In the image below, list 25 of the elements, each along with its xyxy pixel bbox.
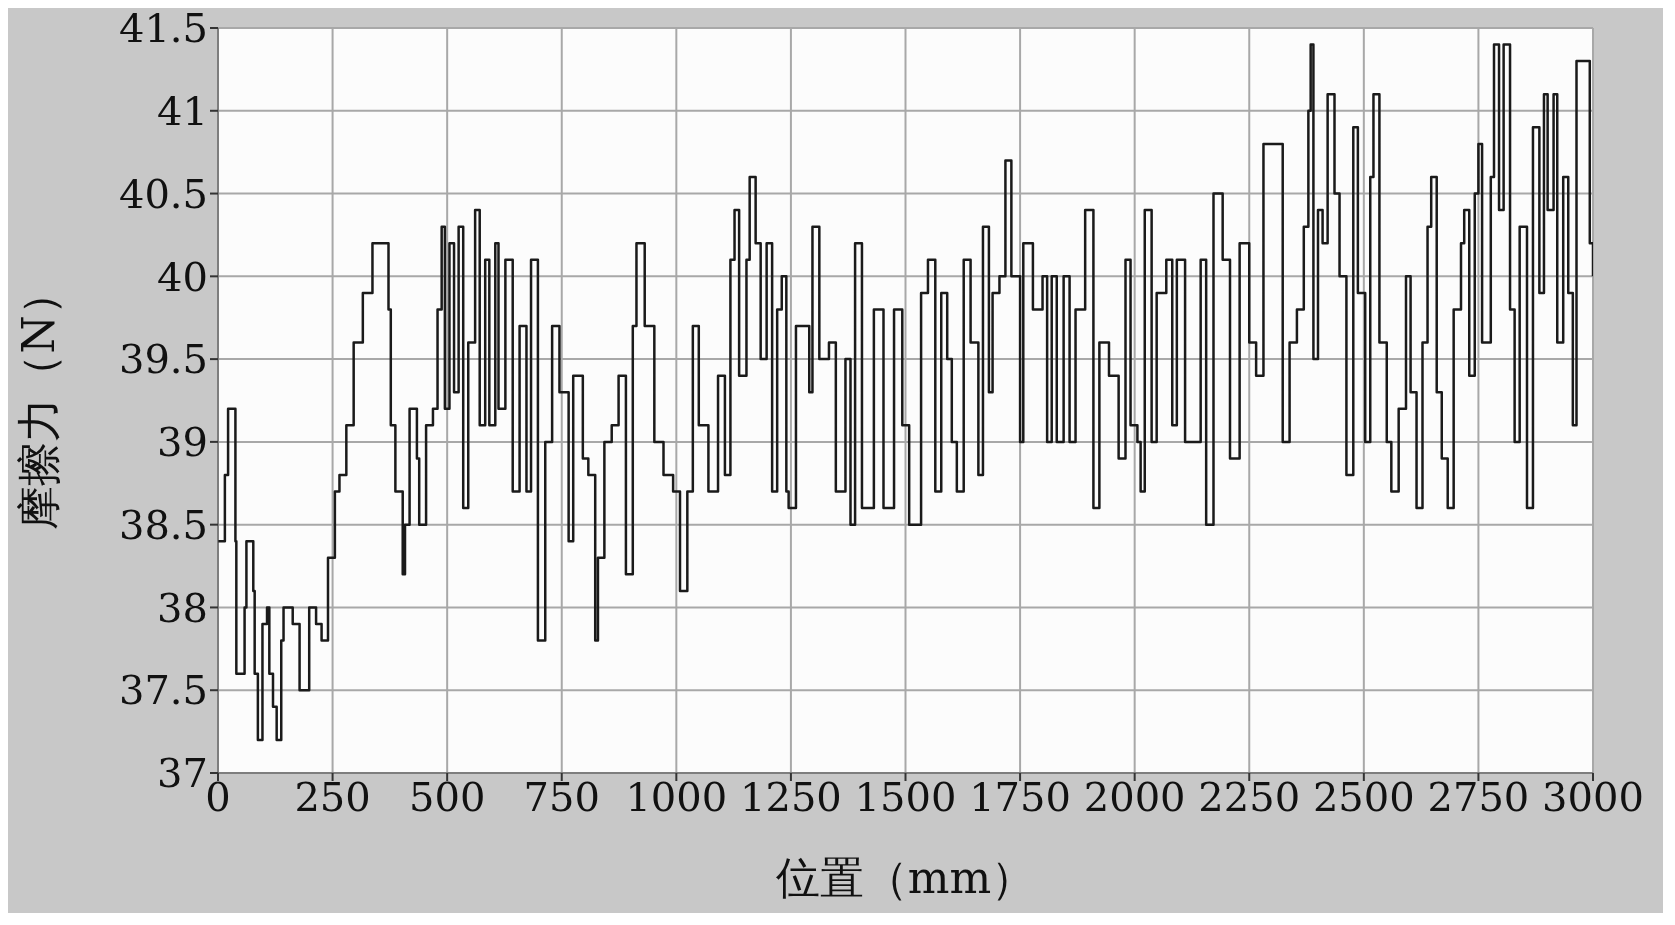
x-tick-label: 500 <box>408 774 486 821</box>
y-axis-title: 摩擦力（N） <box>12 271 64 530</box>
x-tick-label: 2000 <box>1083 774 1186 821</box>
x-tick-label: 3000 <box>1542 774 1644 821</box>
x-tick-label: 1500 <box>854 774 957 821</box>
x-tick-label: 1750 <box>969 774 1071 821</box>
x-axis-title: 位置（mm） <box>775 852 1036 903</box>
y-tick-label: 38 <box>157 584 208 631</box>
x-tick-label: 750 <box>523 774 600 821</box>
y-tick-label: 39 <box>157 419 208 466</box>
y-tick-label: 37 <box>157 750 208 797</box>
y-tick-label: 41.5 <box>118 5 208 52</box>
x-tick-label: 0 <box>205 774 231 821</box>
y-tick-label: 39.5 <box>118 336 208 383</box>
x-tick-label: 2750 <box>1427 774 1530 821</box>
y-tick-label: 37.5 <box>118 667 208 714</box>
x-tick-label: 2250 <box>1198 774 1301 821</box>
y-tick-label: 41 <box>157 87 208 134</box>
x-tick-label: 250 <box>294 774 371 821</box>
y-tick-label: 40 <box>157 253 208 300</box>
x-tick-label: 1000 <box>625 774 728 821</box>
y-tick-label: 40.5 <box>118 170 208 217</box>
x-tick-label: 2500 <box>1312 774 1415 821</box>
x-tick-label: 1250 <box>740 774 842 821</box>
y-tick-label: 38.5 <box>118 501 208 548</box>
